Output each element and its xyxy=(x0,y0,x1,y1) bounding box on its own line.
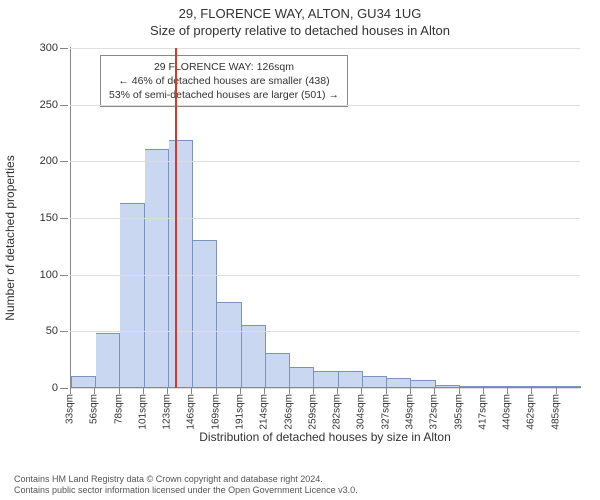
x-tick-label: 462sqm xyxy=(526,394,537,430)
x-tick-label: 327sqm xyxy=(380,394,391,430)
x-tick-label: 282sqm xyxy=(332,394,343,430)
x-tick-label: 417sqm xyxy=(477,394,488,430)
page-title: 29, FLORENCE WAY, ALTON, GU34 1UG xyxy=(0,6,600,23)
gridline xyxy=(70,161,580,162)
y-tick-label: 150 xyxy=(40,212,58,224)
x-tick-label: 395sqm xyxy=(453,394,464,430)
bar xyxy=(314,371,338,387)
bar xyxy=(266,353,290,387)
annotation-line-2: ← 46% of detached houses are smaller (43… xyxy=(109,74,339,88)
page-subtitle: Size of property relative to detached ho… xyxy=(0,23,600,40)
bar xyxy=(436,385,460,387)
x-tick-label: 236sqm xyxy=(283,394,294,430)
bar xyxy=(120,203,144,387)
x-tick-label: 440sqm xyxy=(502,394,513,430)
bar xyxy=(557,386,581,387)
bar xyxy=(71,376,96,387)
plot-area: 29 FLORENCE WAY: 126sqm ← 46% of detache… xyxy=(70,48,580,388)
bar xyxy=(363,376,387,387)
bar xyxy=(96,333,120,387)
x-tick-label: 101sqm xyxy=(137,394,148,430)
x-tick-label: 304sqm xyxy=(356,394,367,430)
bar xyxy=(290,367,314,387)
y-tick-label: 50 xyxy=(46,325,58,337)
x-axis-label: Distribution of detached houses by size … xyxy=(199,430,450,444)
x-tick-label: 191sqm xyxy=(235,394,246,430)
bar xyxy=(242,325,266,387)
x-tick-label: 169sqm xyxy=(210,394,221,430)
gridline xyxy=(70,105,580,106)
y-tick xyxy=(60,388,68,389)
bar xyxy=(484,386,508,387)
bar xyxy=(145,149,169,387)
x-tick-label: 33sqm xyxy=(65,394,76,424)
gridline xyxy=(70,331,580,332)
y-tick-label: 0 xyxy=(52,382,58,394)
y-tick xyxy=(60,48,68,49)
gridline xyxy=(70,48,580,49)
gridline xyxy=(70,388,580,389)
y-axis-label: Number of detached properties xyxy=(3,155,17,320)
x-tick-label: 372sqm xyxy=(429,394,440,430)
footer: Contains HM Land Registry data © Crown c… xyxy=(0,474,600,497)
annotation-box: 29 FLORENCE WAY: 126sqm ← 46% of detache… xyxy=(100,55,348,108)
y-tick xyxy=(60,105,68,106)
x-tick-label: 214sqm xyxy=(259,394,270,430)
bar xyxy=(532,386,556,387)
y-tick-label: 100 xyxy=(40,269,58,281)
y-tick xyxy=(60,275,68,276)
x-tick-label: 146sqm xyxy=(186,394,197,430)
annotation-line-1: 29 FLORENCE WAY: 126sqm xyxy=(109,60,339,74)
gridline xyxy=(70,275,580,276)
y-tick xyxy=(60,331,68,332)
chart-container: Number of detached properties 29 FLORENC… xyxy=(50,48,580,428)
y-tick-label: 300 xyxy=(40,42,58,54)
x-tick-label: 78sqm xyxy=(113,394,124,424)
bar xyxy=(339,371,363,387)
y-tick xyxy=(60,218,68,219)
bar xyxy=(508,386,532,387)
y-tick xyxy=(60,161,68,162)
x-tick-label: 259sqm xyxy=(307,394,318,430)
annotation-line-3: 53% of semi-detached houses are larger (… xyxy=(109,88,339,102)
footer-line-1: Contains HM Land Registry data © Crown c… xyxy=(14,474,600,485)
x-tick-label: 56sqm xyxy=(89,394,100,424)
x-tick-label: 349sqm xyxy=(405,394,416,430)
x-tick-label: 123sqm xyxy=(162,394,173,430)
bar xyxy=(460,386,484,387)
bar xyxy=(193,240,217,387)
gridline xyxy=(70,218,580,219)
marker-line xyxy=(175,48,177,388)
bar xyxy=(411,380,435,387)
x-tick-label: 485sqm xyxy=(550,394,561,430)
bar xyxy=(169,140,193,387)
y-tick-label: 200 xyxy=(40,155,58,167)
bar xyxy=(217,302,241,387)
footer-line-2: Contains public sector information licen… xyxy=(14,485,600,496)
bar xyxy=(387,378,411,387)
y-tick-label: 250 xyxy=(40,99,58,111)
